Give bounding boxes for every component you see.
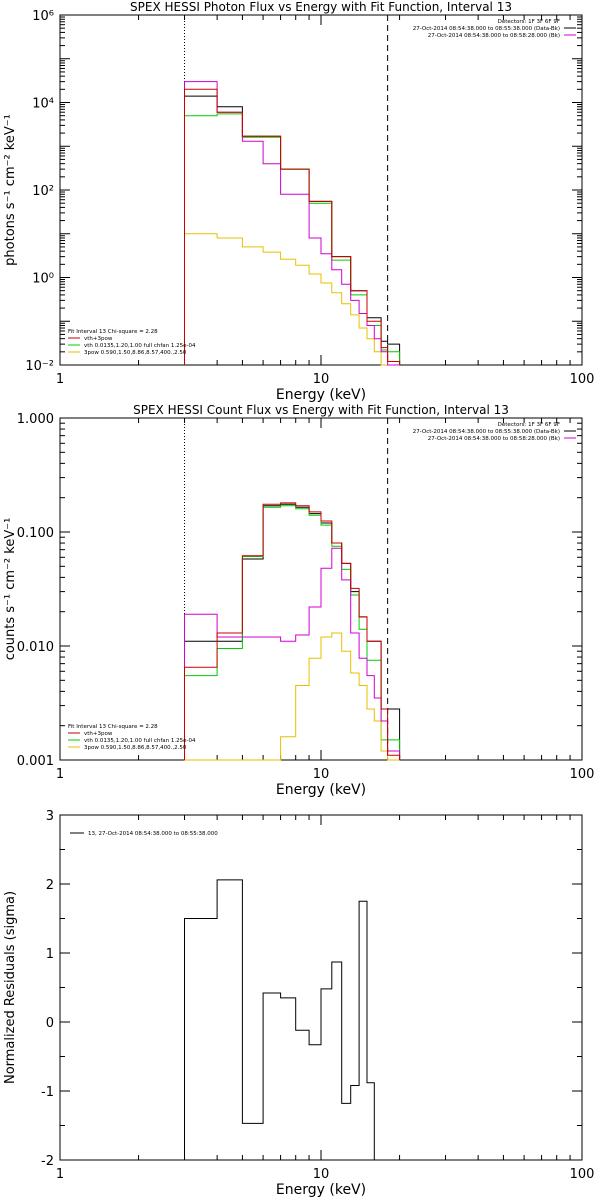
series-line-3pow xyxy=(184,632,400,761)
header-line: 27-Oct-2014 08:54:38.000 to 08:58:28.000… xyxy=(428,436,560,442)
x-tick-label: 1 xyxy=(56,1167,64,1182)
y-tick-label: 0.010 xyxy=(17,640,54,655)
x-tick-label: 100 xyxy=(570,1167,595,1182)
chart-title: SPEX HESSI Count Flux vs Energy with Fit… xyxy=(133,403,509,417)
header-line: Detectors: 1F 3F 6F 9F xyxy=(498,19,560,25)
x-axis-label: Energy (keV) xyxy=(276,782,366,798)
legend-entry: 3pow 0.590,1.50,8.86,8.57,400.,2.50 xyxy=(84,745,187,751)
photon-flux-panel: SPEX HESSI Photon Flux vs Energy with Fi… xyxy=(3,0,594,403)
x-tick-label: 100 xyxy=(570,767,595,782)
fit-chi-square: Fit Interval 13 Chi-square = 2.28 xyxy=(68,329,158,335)
legend-entry: vth+3pow xyxy=(84,336,113,342)
y-tick-label: 10² xyxy=(32,184,54,199)
plot-frame xyxy=(59,14,583,366)
header-line: Detectors: 1F 3F 6F 9F xyxy=(498,422,560,428)
y-tick-label: 10⁰ xyxy=(32,272,54,287)
y-axis-label: photons s⁻¹ cm⁻² keV⁻¹ xyxy=(3,114,18,266)
x-tick-label: 10 xyxy=(313,767,330,782)
header-line: 27-Oct-2014 08:54:38.000 to 08:58:28.000… xyxy=(428,33,560,39)
series-line-vth_3pow xyxy=(184,502,401,760)
y-tick-label: 2 xyxy=(46,878,54,893)
chart-title: SPEX HESSI Photon Flux vs Energy with Fi… xyxy=(130,0,512,14)
legend-entry: 3pow 0.590,1.50,8.86,8.57,400.,2.50 xyxy=(84,350,187,356)
x-axis-label: Energy (keV) xyxy=(276,1182,366,1198)
x-tick-label: 10 xyxy=(313,1167,330,1182)
legend-entry: vth 0.0135,1.20,1.00 full chfan 1.25e-04 xyxy=(84,343,196,349)
x-axis-label: Energy (keV) xyxy=(276,387,366,403)
fit-chi-square: Fit Interval 13 Chi-square = 2.28 xyxy=(68,724,158,730)
legend-entry: vth 0.0135,1.20,1.00 full chfan 1.25e-04 xyxy=(84,738,196,744)
y-tick-label: 1.000 xyxy=(17,412,54,427)
y-tick-label: -2 xyxy=(41,1154,54,1169)
y-tick-label: 10⁻² xyxy=(25,359,54,374)
y-tick-label: 0.100 xyxy=(17,526,54,541)
series-line-3pow xyxy=(184,233,400,366)
x-tick-label: 1 xyxy=(56,372,64,387)
count-flux-panel: SPEX HESSI Count Flux vs Energy with Fit… xyxy=(3,403,594,798)
series-line-vth xyxy=(184,113,401,365)
series-line-vth xyxy=(184,505,401,760)
y-tick-label: 10⁶ xyxy=(32,9,54,24)
x-tick-label: 10 xyxy=(313,372,330,387)
legend-entry: vth+3pow xyxy=(84,731,113,737)
y-tick-label: 0 xyxy=(46,1016,54,1031)
y-axis-label: counts s⁻¹ cm⁻² keV⁻¹ xyxy=(3,518,18,661)
y-tick-label: 10⁴ xyxy=(32,97,54,112)
series-line-bk xyxy=(184,81,400,366)
header-line: 27-Oct-2014 08:54:38.000 to 08:55:38.000… xyxy=(413,26,560,32)
series-line-vth_3pow xyxy=(184,88,401,365)
y-tick-label: 0.001 xyxy=(17,754,54,769)
residuals-panel: 1 10 100 Energy (keV) -2 -1 0 1 2 3 Normalized Res… xyxy=(3,809,594,1198)
series-line-bk xyxy=(184,547,401,760)
y-axis-label: Normalized Residuals (sigma) xyxy=(3,891,18,1084)
x-tick-label: 100 xyxy=(570,372,595,387)
x-tick-label: 1 xyxy=(56,767,64,782)
y-tick-label: 1 xyxy=(46,947,54,962)
series-line-total xyxy=(184,879,388,1161)
y-tick-label: 3 xyxy=(46,809,54,824)
header-line: 27-Oct-2014 08:54:38.000 to 08:55:38.000… xyxy=(413,429,560,435)
legend-entry: 13, 27-Oct-2014 08:54:38.000 to 08:55:38… xyxy=(88,831,218,837)
plot-frame xyxy=(59,814,583,1161)
y-tick-label: -1 xyxy=(41,1085,54,1100)
